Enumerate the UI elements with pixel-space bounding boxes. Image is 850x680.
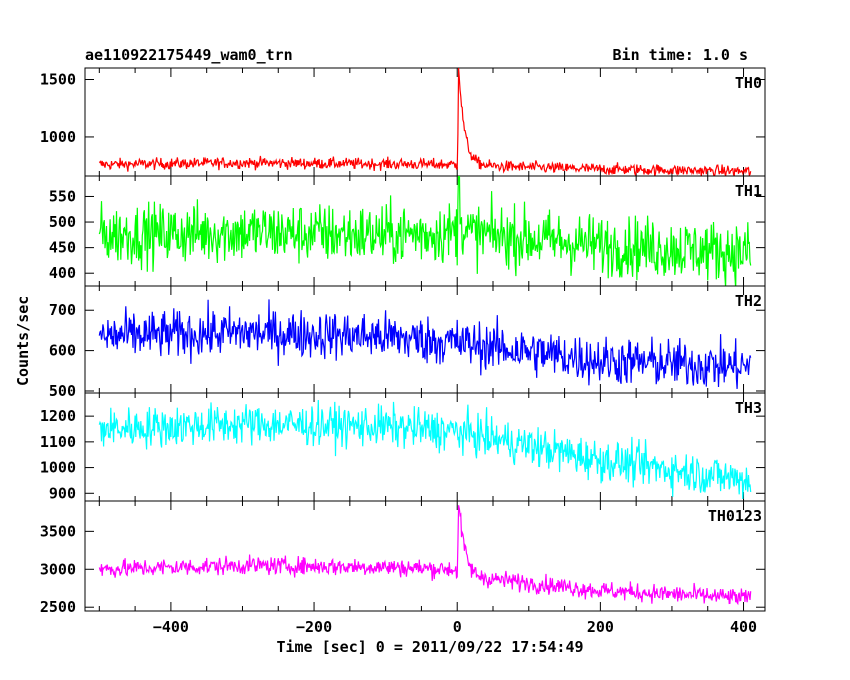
series-line-th3 [98,399,752,500]
x-tick-label: 400 [730,618,757,636]
series-line-th0123 [98,505,752,606]
y-tick-label: 700 [49,301,76,319]
x-tick-label: 0 [453,618,462,636]
y-tick-label: 400 [49,264,76,282]
x-tick-label: −400 [153,618,189,636]
y-tick-label: 1500 [40,70,76,88]
x-tick-label: 200 [587,618,614,636]
x-axis-label: Time [sec] 0 = 2011/09/22 17:54:49 [276,638,584,656]
panel-frame-th0 [84,67,766,177]
y-tick-label: 900 [49,484,76,502]
x-tick-label: −200 [296,618,332,636]
panel-frame-th3 [84,392,766,502]
panel-label-th2: TH2 [735,292,762,310]
panel-label-th0: TH0 [735,74,762,92]
y-tick-label: 1100 [40,433,76,451]
bin-time-label: Bin time: 1.0 s [612,46,748,64]
y-tick-label: 500 [49,382,76,400]
panel-label-th0123: TH0123 [708,507,762,525]
y-tick-label: 1200 [40,407,76,425]
y-tick-label: 3500 [40,522,76,540]
panel-frame-th0123 [84,500,766,612]
y-tick-label: 600 [49,342,76,360]
y-tick-label: 1000 [40,128,76,146]
series-line-th2 [98,299,752,389]
y-tick-label: 550 [49,187,76,205]
y-tick-label: 1000 [40,459,76,477]
y-tick-label: 2500 [40,598,76,616]
panel-label-th3: TH3 [735,399,762,417]
y-tick-label: 500 [49,213,76,231]
chart-title: ae110922175449_wam0_trn [85,46,293,64]
series-line-th1 [98,176,752,286]
panel-label-th1: TH1 [735,182,762,200]
y-tick-label: 450 [49,239,76,257]
y-axis-label: Counts/sec [14,295,32,386]
y-tick-label: 3000 [40,560,76,578]
series-line-th0 [98,68,752,176]
